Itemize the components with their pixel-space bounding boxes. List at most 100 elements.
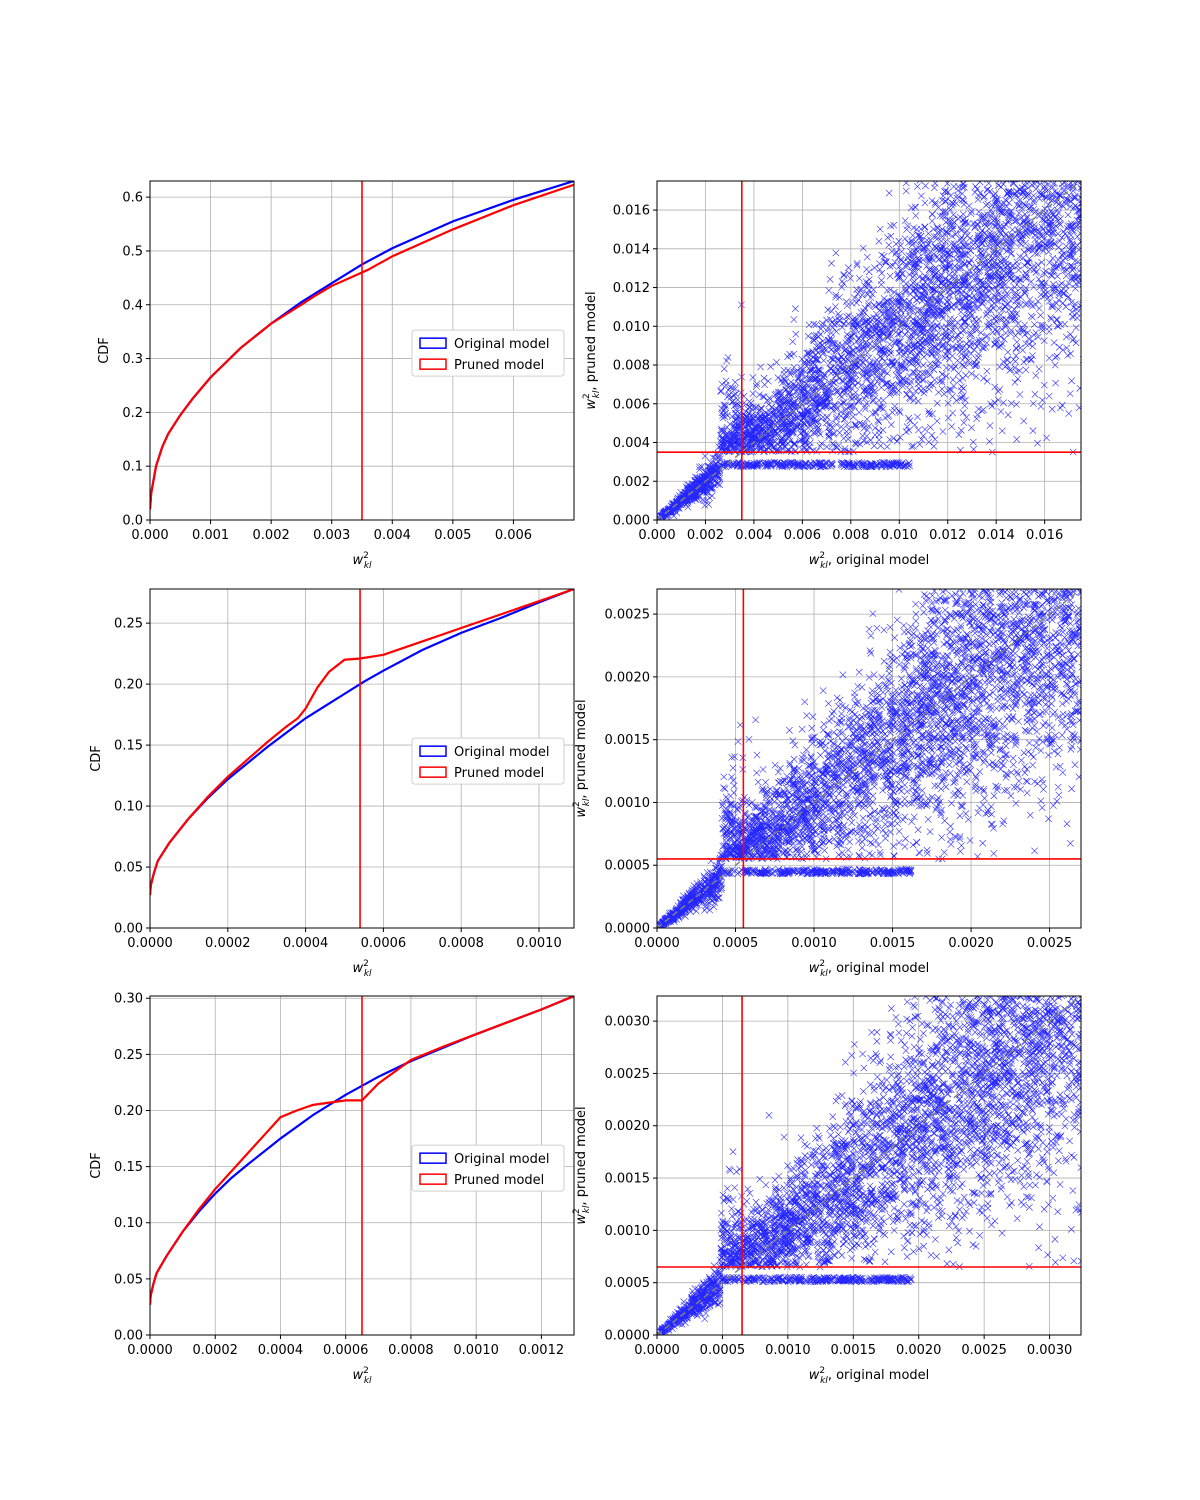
y-tick-label: 0.014 bbox=[613, 242, 650, 257]
legend-frame bbox=[411, 1144, 565, 1192]
x-tick-label: 0.010 bbox=[881, 528, 918, 543]
y-tick-label: 0.00 bbox=[114, 1329, 143, 1344]
x-tick-label: 0.004 bbox=[374, 528, 411, 543]
y-tick-label: 0.05 bbox=[114, 861, 143, 876]
legend-label-original: Original model bbox=[454, 337, 549, 352]
x-tick-label: 0.0005 bbox=[700, 1343, 746, 1358]
y-tick-label: 0.0005 bbox=[605, 859, 651, 874]
y-tick-label: 0.016 bbox=[613, 204, 650, 219]
x-tick-label: 0.0000 bbox=[127, 936, 173, 951]
scatter-point bbox=[657, 996, 1081, 1335]
y-axis-label: CDF bbox=[89, 745, 104, 772]
x-tick-label: 0.0010 bbox=[516, 936, 562, 951]
x-tick-label: 0.0025 bbox=[1027, 936, 1073, 951]
x-tick-label: 0.002 bbox=[253, 528, 290, 543]
x-tick-label: 0.0002 bbox=[205, 936, 251, 951]
legend: Original model Pruned model bbox=[411, 1144, 565, 1192]
y-axis-label: w2kl, pruned model bbox=[572, 699, 592, 817]
panel-4: 0.0000 0.0005 0.0010 0.0015 0.0020 0.0025 0.00… bbox=[572, 588, 1082, 979]
plot-area bbox=[150, 181, 574, 520]
x-tick-label: 0.0000 bbox=[634, 1343, 680, 1358]
legend-label-original: Original model bbox=[454, 745, 549, 760]
x-tick-label: 0.0020 bbox=[896, 1343, 942, 1358]
x-axis-label: w2 kl bbox=[352, 1366, 372, 1386]
y-tick-label: 0.004 bbox=[613, 436, 650, 451]
y-tick-label: 0.0 bbox=[122, 514, 143, 529]
y-axis-label: CDF bbox=[97, 337, 112, 364]
legend-swatch-original bbox=[419, 1152, 447, 1164]
y-tick-label: 0.25 bbox=[114, 1048, 143, 1063]
diagonal-line bbox=[657, 589, 1081, 928]
y-tick-label: 0.3 bbox=[122, 352, 143, 367]
scatter-point bbox=[657, 181, 1081, 520]
panel-5: Original model Pruned model 0.0000 0.0002 0.… bbox=[89, 992, 575, 1386]
y-axis-label: CDF bbox=[89, 1152, 104, 1179]
legend-label-pruned: Pruned model bbox=[454, 1173, 544, 1188]
plot-area bbox=[657, 996, 1081, 1335]
y-tick-label: 0.1 bbox=[122, 460, 143, 475]
axes-frame bbox=[656, 588, 1082, 929]
legend-frame bbox=[411, 737, 565, 785]
y-tick-label: 0.0000 bbox=[605, 1329, 651, 1344]
legend-swatch-original bbox=[419, 337, 447, 349]
x-tick-label: 0.0010 bbox=[453, 1343, 499, 1358]
legend-swatch-pruned bbox=[419, 358, 447, 370]
x-tick-label: 0.001 bbox=[192, 528, 229, 543]
axes-frame bbox=[149, 180, 575, 521]
legend-frame bbox=[411, 329, 565, 377]
y-tick-label: 0.0010 bbox=[605, 1224, 651, 1239]
scatter-markers bbox=[657, 996, 1081, 1335]
y-tick-label: 0.15 bbox=[114, 739, 143, 754]
y-tick-label: 0.0025 bbox=[605, 1067, 651, 1082]
scatter-markers bbox=[657, 181, 1081, 520]
y-tick-label: 0.0000 bbox=[605, 922, 651, 937]
y-tick-label: 0.006 bbox=[613, 397, 650, 412]
legend: Original model Pruned model bbox=[411, 737, 565, 785]
x-tick-label: 0.008 bbox=[832, 528, 869, 543]
y-tick-label: 0.0010 bbox=[605, 796, 651, 811]
y-tick-label: 0.0005 bbox=[605, 1276, 651, 1291]
series-pruned-line bbox=[150, 183, 574, 510]
plot-area bbox=[657, 181, 1081, 520]
y-tick-label: 0.000 bbox=[613, 514, 650, 529]
y-tick-label: 0.0025 bbox=[605, 608, 651, 623]
y-tick-label: 0.25 bbox=[114, 617, 143, 632]
y-tick-label: 0.002 bbox=[613, 475, 650, 490]
x-tick-label: 0.006 bbox=[784, 528, 821, 543]
x-axis-label: w2 kl bbox=[352, 959, 372, 979]
legend-swatch-pruned bbox=[419, 1173, 447, 1185]
x-tick-label: 0.0004 bbox=[283, 936, 329, 951]
y-tick-label: 0.4 bbox=[122, 298, 143, 313]
y-axis-label: w2kl, pruned model bbox=[582, 291, 602, 409]
panel-3: Original model Pruned model 0.0000 0.0002 0.… bbox=[89, 588, 575, 979]
y-tick-label: 0.0015 bbox=[605, 1172, 651, 1187]
x-axis-label: w2 kl bbox=[352, 551, 372, 571]
x-tick-label: 0.014 bbox=[978, 528, 1015, 543]
x-tick-label: 0.0015 bbox=[831, 1343, 877, 1358]
legend-label-original: Original model bbox=[454, 1152, 549, 1167]
y-tick-label: 0.6 bbox=[122, 191, 143, 206]
y-tick-label: 0.0015 bbox=[605, 733, 651, 748]
x-tick-label: 0.0005 bbox=[713, 936, 759, 951]
legend-label-pruned: Pruned model bbox=[454, 766, 544, 781]
x-axis-label: w2 kl, original model bbox=[809, 1366, 930, 1386]
axes-frame bbox=[149, 995, 575, 1336]
series-pruned-line bbox=[150, 589, 574, 896]
y-tick-label: 0.20 bbox=[114, 1104, 143, 1119]
y-tick-label: 0.2 bbox=[122, 406, 143, 421]
x-tick-label: 0.0030 bbox=[1027, 1343, 1073, 1358]
x-tick-label: 0.0004 bbox=[258, 1343, 304, 1358]
x-tick-label: 0.0006 bbox=[323, 1343, 369, 1358]
y-tick-label: 0.0020 bbox=[605, 670, 651, 685]
axes-frame bbox=[656, 995, 1082, 1336]
x-axis-label: w2 kl, original model bbox=[809, 551, 930, 571]
panel-2: 0.000 0.002 0.004 0.006 0.008 0.010 0.012 0.014… bbox=[582, 180, 1082, 571]
axes-frame bbox=[149, 588, 575, 929]
x-tick-label: 0.000 bbox=[131, 528, 168, 543]
x-tick-label: 0.0008 bbox=[388, 1343, 434, 1358]
x-tick-label: 0.0012 bbox=[519, 1343, 565, 1358]
diagonal-line bbox=[657, 996, 1081, 1335]
legend: Original model Pruned model bbox=[411, 329, 565, 377]
y-tick-label: 0.10 bbox=[114, 1216, 143, 1231]
